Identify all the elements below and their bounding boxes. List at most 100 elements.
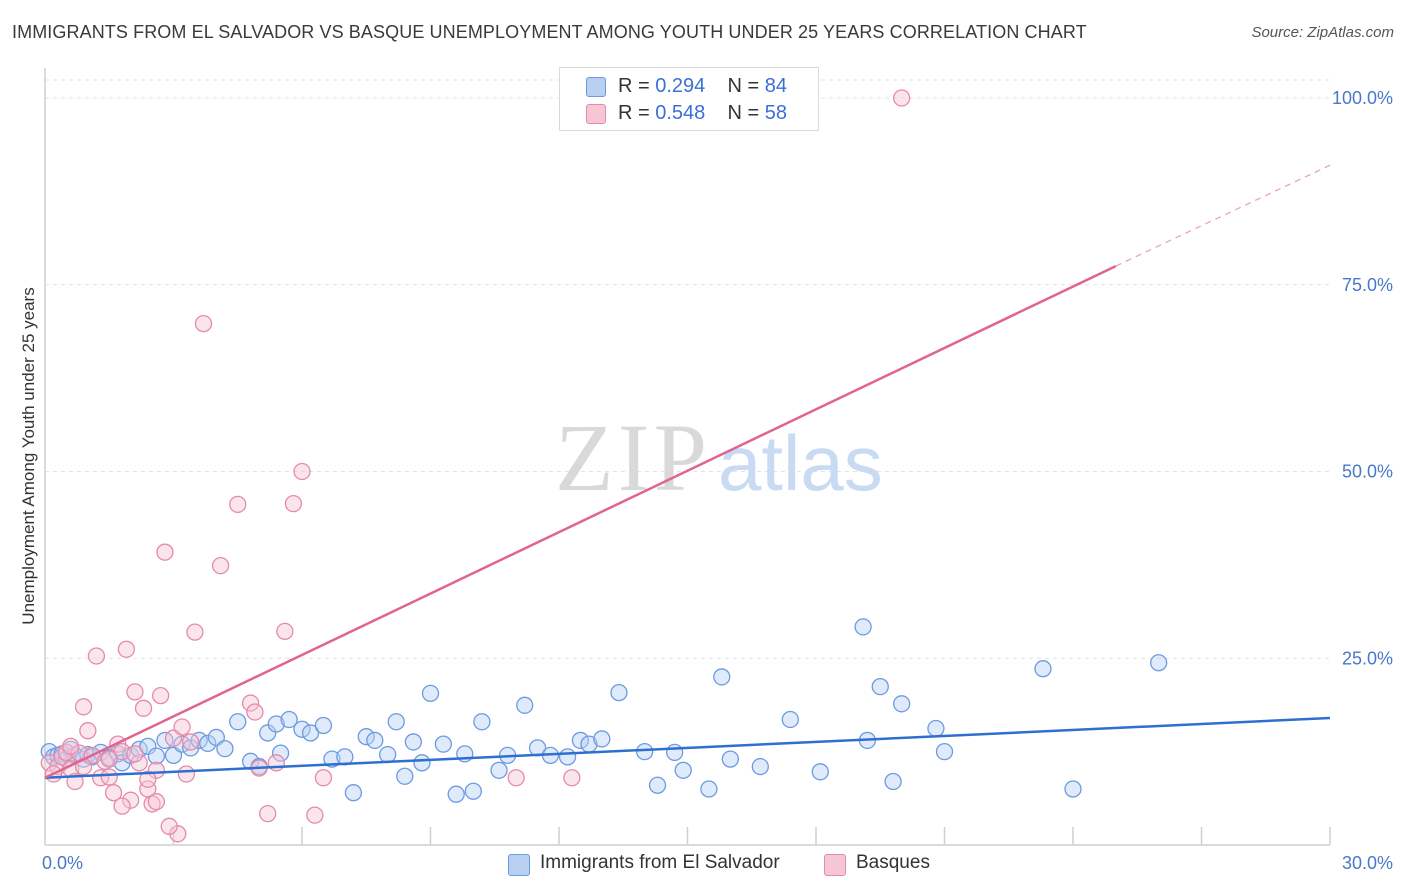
- point-el-salvador: [229, 713, 247, 731]
- series-basques: [40, 89, 911, 843]
- point-basques: [186, 623, 204, 641]
- point-el-salvador: [1034, 660, 1052, 678]
- trend-line-basques-extension: [1115, 164, 1331, 267]
- point-basques: [563, 769, 581, 787]
- point-basques: [177, 765, 196, 783]
- point-basques: [130, 754, 148, 772]
- point-basques: [293, 462, 311, 481]
- point-basques: [160, 817, 178, 835]
- point-basques: [507, 769, 525, 787]
- point-basques: [156, 543, 174, 561]
- point-el-salvador: [893, 695, 911, 713]
- series-el-salvador: [40, 618, 1168, 803]
- trend-line-basques: [44, 264, 1117, 779]
- point-el-salvador: [558, 748, 577, 766]
- point-el-salvador: [434, 735, 453, 753]
- legend-item-el-salvador: Immigrants from El Salvador: [508, 852, 808, 878]
- source-label: Source: ZipAtlas.com: [1251, 24, 1394, 41]
- point-el-salvador: [811, 763, 829, 781]
- point-el-salvador: [396, 767, 414, 785]
- point-el-salvador: [271, 744, 290, 762]
- point-basques: [181, 733, 200, 751]
- point-basques: [100, 750, 118, 768]
- point-basques: [113, 742, 131, 761]
- point-basques: [194, 314, 213, 333]
- point-basques: [62, 737, 80, 756]
- point-basques: [126, 745, 144, 763]
- point-el-salvador: [593, 730, 611, 748]
- point-el-salvador: [267, 715, 285, 733]
- point-basques: [211, 556, 230, 575]
- point-basques: [241, 694, 260, 712]
- point-basques: [79, 722, 97, 740]
- n-label: N =: [727, 75, 765, 97]
- y-tick-label: 50.0%: [1342, 462, 1393, 482]
- point-el-salvador: [781, 710, 799, 729]
- point-el-salvador: [610, 683, 628, 702]
- point-el-salvador: [648, 776, 667, 794]
- point-el-salvador: [314, 716, 333, 735]
- point-el-salvador: [301, 724, 320, 742]
- y-axis-label: Unemployment Among Youth under 25 years: [19, 287, 38, 624]
- legend-swatch-blue: [508, 854, 530, 876]
- point-el-salvador: [700, 780, 718, 798]
- x-tick-label: 30.0%: [1342, 853, 1393, 873]
- point-el-salvador: [280, 710, 298, 729]
- point-basques: [126, 683, 144, 701]
- watermark-atlas: atlas: [718, 419, 883, 507]
- correlation-legend: R = 0.294 N = 84 R = 0.548 N = 58: [559, 67, 819, 131]
- y-tick-label: 100.0%: [1332, 88, 1393, 108]
- point-el-salvador: [751, 757, 769, 776]
- x-tick-labels: 0.0% 30.0%: [42, 853, 1393, 873]
- point-basques: [151, 686, 170, 705]
- point-el-salvador: [344, 784, 363, 802]
- y-tick-labels: 25.0% 50.0% 75.0% 100.0%: [1332, 88, 1393, 668]
- point-el-salvador: [490, 761, 508, 779]
- point-el-salvador: [379, 745, 397, 764]
- point-el-salvador: [854, 618, 872, 636]
- n-label: N =: [727, 102, 765, 124]
- legend-item-basques: Basques: [824, 852, 954, 878]
- point-basques: [314, 769, 333, 787]
- point-el-salvador: [464, 782, 482, 800]
- point-basques: [100, 768, 118, 786]
- point-el-salvador: [473, 713, 491, 731]
- point-el-salvador: [147, 747, 166, 765]
- x-tick-label: 0.0%: [42, 853, 83, 873]
- y-tick-label: 75.0%: [1342, 275, 1393, 295]
- point-basques: [259, 804, 277, 823]
- trend-lines: [44, 164, 1331, 780]
- point-basques: [147, 793, 166, 811]
- point-basques: [139, 770, 157, 788]
- point-el-salvador: [571, 731, 590, 750]
- point-basques: [134, 699, 153, 717]
- point-basques: [122, 791, 140, 809]
- legend-swatch-pink: [824, 854, 846, 876]
- point-el-salvador: [216, 739, 234, 758]
- point-el-salvador: [871, 677, 889, 696]
- point-el-salvador: [516, 696, 534, 714]
- point-el-salvador: [1150, 654, 1168, 672]
- r-label: R =: [618, 75, 656, 97]
- point-basques: [74, 698, 93, 716]
- gridlines: [45, 79, 1330, 659]
- axes: [44, 68, 1331, 846]
- point-el-salvador: [927, 719, 945, 738]
- point-el-salvador: [935, 742, 954, 761]
- watermark-zip: ZIP: [555, 404, 711, 511]
- legend-label: Immigrants from El Salvador: [540, 852, 780, 873]
- trend-line-el-salvador: [44, 716, 1331, 780]
- r-value: 0.548: [655, 102, 706, 124]
- point-el-salvador: [387, 713, 405, 731]
- point-basques: [276, 622, 294, 641]
- point-el-salvador: [713, 668, 731, 686]
- point-el-salvador: [199, 734, 217, 753]
- watermark: ZIP atlas: [555, 404, 883, 511]
- point-el-salvador: [721, 750, 739, 768]
- point-el-salvador: [636, 742, 654, 761]
- point-el-salvador: [357, 728, 375, 746]
- point-basques: [117, 640, 136, 658]
- point-basques: [173, 718, 191, 736]
- point-basques: [246, 703, 264, 721]
